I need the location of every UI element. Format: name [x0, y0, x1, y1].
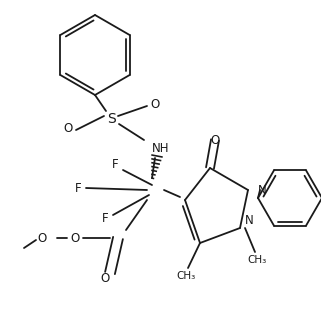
Text: N: N [258, 184, 267, 197]
Text: O: O [210, 134, 220, 146]
Text: F: F [112, 158, 118, 171]
Text: F: F [102, 211, 108, 225]
Text: O: O [150, 98, 160, 111]
Text: N: N [245, 214, 254, 226]
Text: O: O [37, 232, 47, 244]
Text: O: O [100, 272, 110, 284]
Text: O: O [70, 232, 80, 244]
Text: CH₃: CH₃ [176, 271, 195, 281]
Text: S: S [107, 112, 115, 126]
Text: O: O [63, 122, 73, 135]
Text: F: F [75, 181, 81, 194]
Text: NH: NH [152, 141, 169, 154]
Text: CH₃: CH₃ [247, 255, 267, 265]
